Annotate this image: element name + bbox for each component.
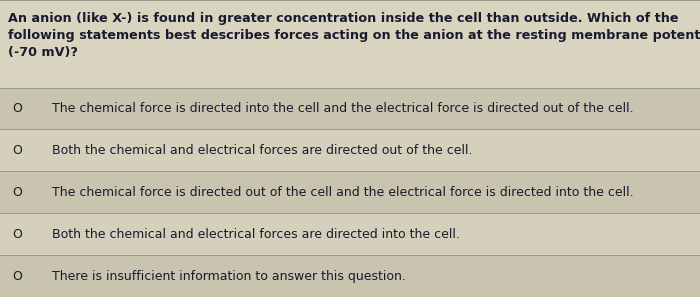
Text: O: O [13,144,22,157]
Text: The chemical force is directed out of the cell and the electrical force is direc: The chemical force is directed out of th… [52,186,634,199]
Text: O: O [13,270,22,282]
Text: O: O [13,102,22,115]
Text: O: O [13,186,22,199]
Text: Both the chemical and electrical forces are directed into the cell.: Both the chemical and electrical forces … [52,228,461,241]
Text: O: O [13,228,22,241]
Text: An anion (like X-) is found in greater concentration inside the cell than outsid: An anion (like X-) is found in greater c… [8,12,700,59]
Text: The chemical force is directed into the cell and the electrical force is directe: The chemical force is directed into the … [52,102,634,115]
Text: Both the chemical and electrical forces are directed out of the cell.: Both the chemical and electrical forces … [52,144,473,157]
Text: There is insufficient information to answer this question.: There is insufficient information to ans… [52,270,407,282]
